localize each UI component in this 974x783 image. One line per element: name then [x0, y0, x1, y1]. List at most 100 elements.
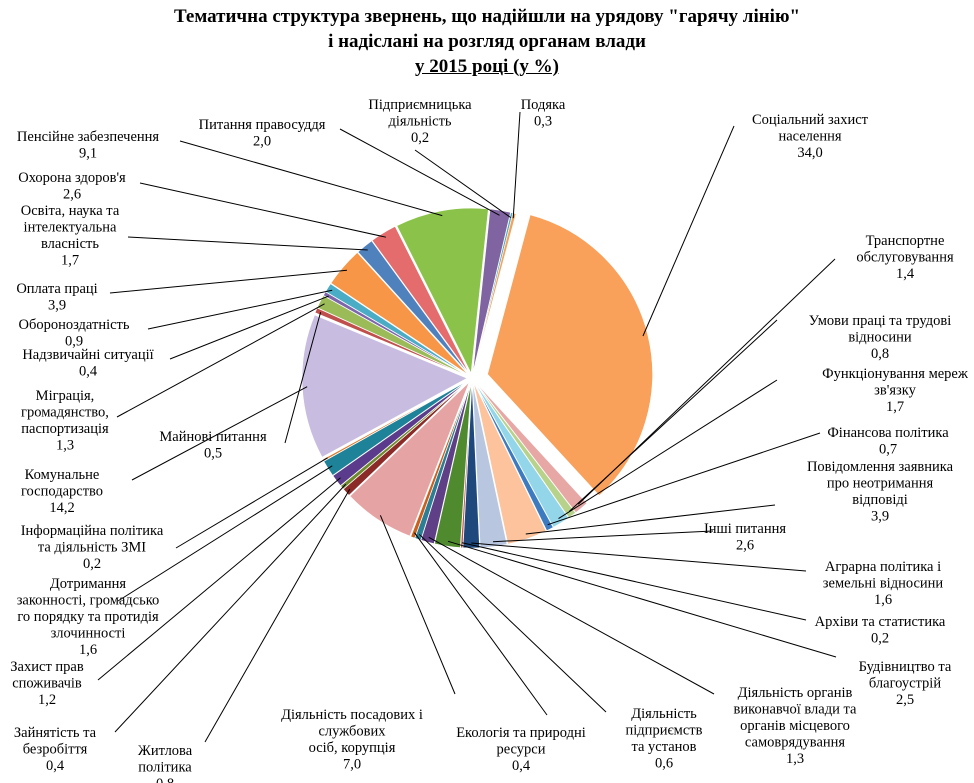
data-label-text: власність: [41, 236, 99, 252]
data-label-text: Аграрна політика і: [825, 559, 941, 575]
leader-line: [512, 111, 521, 219]
pie-slice: [474, 381, 588, 514]
data-label-value: 1,7: [886, 399, 904, 415]
data-label-text: Фінансова політика: [827, 425, 949, 441]
leader-line: [147, 289, 333, 330]
data-label-value: 0,2: [871, 631, 889, 647]
leader-line: [379, 515, 456, 695]
leader-line: [175, 457, 328, 549]
pie-slice: [487, 214, 653, 497]
data-label-value: 1,6: [874, 592, 892, 608]
leader-line: [642, 125, 735, 337]
data-label-text: безробіття: [23, 742, 88, 758]
slice-label: Майнові питання 0,5: [159, 429, 267, 462]
slice-label: Функціонування мереж зв'язку 1,7: [822, 366, 969, 415]
data-label-value: 1,4: [896, 266, 915, 282]
slice-label: Аграрна політика і земельні відносини 1,6: [823, 559, 944, 608]
pie-slice: [410, 382, 471, 539]
leader-line: [204, 488, 351, 743]
slice-label: Оплата праці 3,9: [16, 281, 97, 314]
data-label-value: 0,9: [65, 334, 83, 350]
pie-slice: [434, 382, 472, 548]
data-label-value: 0,4: [79, 364, 98, 380]
pie-slice: [330, 252, 469, 375]
data-label-value: 0,4: [46, 758, 65, 774]
slice-label: Умови праці та трудові відносини 0,8: [809, 313, 952, 362]
pie-slice: [396, 207, 489, 375]
data-label-value: 0,8: [871, 346, 889, 362]
data-label-text: Екологія та природні: [456, 725, 586, 741]
leader-line: [558, 379, 778, 519]
slice-label: Інформаційна політика та діяльність ЗМІ 0,…: [21, 523, 164, 572]
data-label-text: Функціонування мереж: [822, 366, 969, 382]
pie-slice: [349, 381, 470, 537]
chart-title-line-3: у 2015 році (у %): [415, 56, 559, 77]
slice-label: Зайнятість та безробіття 0,4: [14, 725, 97, 774]
slice-label: Дотримання законності, громадсько го поряд…: [17, 576, 160, 658]
data-label-value: 0,8: [156, 776, 174, 783]
data-label-text: службових: [318, 724, 386, 740]
data-label-text: Пенсійне забезпечення: [17, 129, 159, 145]
data-label-value: 1,7: [61, 253, 79, 269]
slice-label: Діяльність органів виконавчої влади та орг…: [734, 685, 857, 767]
data-label-text: зв'язку: [874, 383, 916, 399]
slice-label: Будівництво та благоустрій 2,5: [859, 659, 952, 708]
data-label-value: 2,0: [253, 134, 271, 150]
data-label-value: 0,6: [655, 756, 673, 772]
leader-line: [109, 269, 347, 294]
leader-line: [447, 540, 837, 658]
chart-title: Тематична структура звернень, що надійшл…: [0, 4, 974, 79]
slice-label: Діяльність посадових і службових осіб, кор…: [281, 707, 423, 773]
pie-slices: [301, 207, 653, 549]
slice-label: Захист прав споживачів 1,2: [10, 659, 84, 708]
data-label-value: 0,2: [411, 130, 429, 146]
data-label-text: Зайнятість та: [14, 725, 97, 741]
data-label-text: Інші питання: [704, 521, 786, 537]
data-label-value: 2,6: [63, 187, 81, 203]
data-label-text: Діяльність органів: [738, 685, 853, 701]
data-label-text: благоустрій: [869, 676, 941, 692]
data-label-value: 0,7: [879, 442, 897, 458]
leader-line: [339, 128, 500, 216]
data-label-text: Дотримання: [50, 576, 127, 592]
data-label-text: громадянство,: [21, 405, 109, 421]
data-label-value: 34,0: [797, 145, 822, 161]
slice-label: Транспортне обслуговування 1,4: [856, 233, 954, 282]
slice-label: Підприємницька діяльність 0,2: [368, 97, 472, 146]
data-label-value: 0,4: [512, 758, 531, 774]
data-label-text: та діяльність ЗМІ: [38, 540, 146, 556]
slice-label: Соціальний захист населення 34,0: [752, 112, 869, 161]
pie-slice: [371, 226, 470, 374]
data-label-text: Надзвичайні ситуації: [22, 347, 153, 363]
leader-line: [493, 530, 714, 543]
leader-line: [471, 542, 807, 572]
data-label-text: Будівництво та: [859, 659, 952, 675]
chart-title-line-2: і надіслані на розгляд органам влади: [328, 31, 646, 52]
data-label-text: ресурси: [497, 742, 546, 758]
leader-line: [179, 140, 443, 217]
leader-line: [419, 534, 607, 713]
leader-line: [414, 149, 511, 218]
data-label-text: Інформаційна політика: [21, 523, 164, 539]
data-label-text: діяльність: [388, 114, 451, 130]
slice-label: Пенсійне забезпечення 9,1: [17, 129, 159, 162]
data-label-text: Діяльність посадових і: [281, 707, 423, 723]
data-label-text: Освіта, наука та: [21, 203, 120, 219]
data-label-value: 1,3: [786, 751, 804, 767]
leader-line: [116, 303, 325, 418]
pie-slice: [472, 382, 508, 549]
data-label-text: злочинності: [51, 626, 126, 642]
pie-slice: [460, 382, 472, 549]
data-label-value: 14,2: [49, 500, 74, 516]
pie-slice: [301, 314, 468, 458]
data-label-text: та установ: [631, 739, 696, 755]
data-label-text: Оплата праці: [16, 281, 97, 297]
data-label-text: населення: [778, 129, 841, 145]
slice-label: Інші питання 2,6: [704, 521, 786, 554]
data-label-text: про неотримання: [827, 476, 934, 492]
slice-label: Екологія та природні ресурси 0,4: [456, 725, 586, 774]
data-label-text: інтелектуальна: [24, 220, 117, 236]
data-label-value: 1,6: [79, 642, 97, 658]
slice-label: Житловаполітика0,8: [138, 743, 193, 783]
data-label-text: виконавчої влади та: [734, 702, 857, 718]
